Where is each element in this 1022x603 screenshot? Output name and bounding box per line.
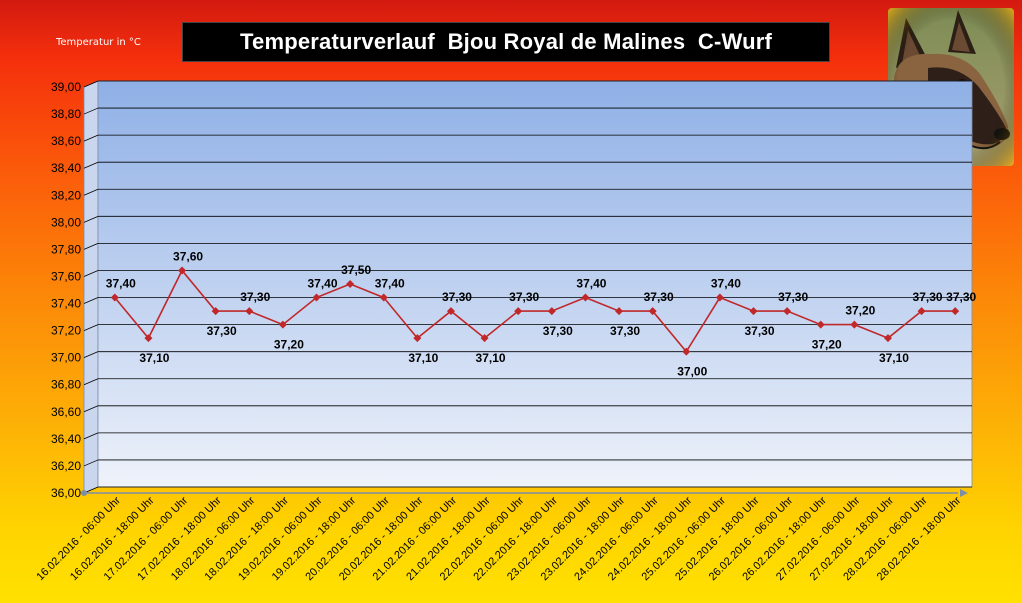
gridline-depth	[83, 134, 99, 142]
data-label: 37,40	[106, 277, 136, 291]
y-tick-label: 36,60	[51, 405, 81, 419]
data-point	[278, 320, 287, 329]
data-label: 37,40	[711, 277, 741, 291]
y-tick-label: 38,00	[51, 215, 81, 229]
y-tick-label: 38,80	[51, 107, 81, 121]
data-label: 37,30	[442, 290, 472, 304]
y-tick-label: 37,60	[51, 269, 81, 283]
data-label: 37,30	[778, 290, 808, 304]
data-point	[648, 307, 657, 316]
data-point	[446, 307, 455, 316]
data-label: 37,20	[812, 338, 842, 352]
data-point	[110, 293, 119, 302]
data-label: 37,30	[744, 324, 774, 338]
data-label: 37,30	[610, 324, 640, 338]
data-point	[514, 307, 523, 316]
gridline-depth	[83, 459, 99, 467]
gridline-depth	[83, 107, 99, 115]
gridline-depth	[83, 432, 99, 440]
gridline-depth	[83, 243, 99, 250]
chart-title: Temperaturverlauf Bjou Royal de Malines …	[240, 29, 772, 54]
plot-side-wall	[83, 80, 99, 494]
gridline-depth	[83, 324, 99, 331]
data-label: 37,10	[139, 351, 169, 365]
data-label: 37,30	[509, 290, 539, 304]
data-point	[783, 307, 792, 316]
plot-area	[83, 80, 973, 494]
y-tick-label: 37,40	[51, 297, 81, 311]
x-axis-arrow	[960, 489, 968, 497]
y-tick-label: 39,00	[51, 80, 81, 94]
y-tick-label: 38,40	[51, 161, 81, 175]
data-point	[144, 334, 153, 343]
y-axis-label: Temperatur in °C	[56, 37, 141, 48]
data-labels: 37,4037,1037,6037,3037,3037,2037,4037,50…	[106, 249, 977, 378]
series-line	[110, 266, 960, 356]
y-tick-labels: 36,00 36,20 36,40 36,60 36,80 37,00 37,20 37,40…	[51, 80, 81, 500]
gridline-depth	[83, 188, 99, 196]
y-tick-label: 37,80	[51, 242, 81, 256]
gridline-depth	[83, 297, 99, 304]
y-tick-label: 37,00	[51, 351, 81, 365]
series-path	[114, 269, 956, 354]
gridline-depth	[83, 405, 99, 413]
data-point	[917, 307, 926, 316]
data-point	[346, 280, 355, 288]
data-label: 37,30	[240, 290, 270, 304]
y-tick-label: 36,40	[51, 432, 81, 446]
data-label: 37,10	[476, 351, 506, 365]
gridline-depth	[83, 80, 99, 88]
data-label: 37,30	[644, 290, 674, 304]
y-tick-label: 37,20	[51, 324, 81, 338]
data-point	[480, 334, 489, 343]
data-point	[178, 266, 187, 275]
data-point	[413, 334, 422, 343]
gridline-depth	[83, 270, 99, 277]
y-tick-label: 38,60	[51, 134, 81, 148]
plot-back-wall	[97, 80, 973, 488]
data-label: 37,50	[341, 263, 371, 277]
y-tick-label: 38,20	[51, 188, 81, 202]
data-label: 37,30	[207, 324, 237, 338]
data-label: 37,40	[307, 277, 337, 291]
axes	[81, 489, 968, 497]
data-point	[379, 293, 388, 302]
data-point	[245, 307, 254, 316]
gridline-depth	[83, 161, 99, 169]
data-label: 37,30	[913, 290, 943, 304]
data-label: 37,30	[543, 324, 573, 338]
data-label: 37,10	[879, 351, 909, 365]
data-label: 37,30	[946, 290, 976, 304]
data-label: 37,20	[274, 338, 304, 352]
axis-origin	[81, 490, 87, 496]
data-point	[581, 293, 590, 302]
gridlines	[83, 80, 972, 494]
gridline-depth	[83, 215, 99, 223]
data-label: 37,00	[677, 365, 707, 379]
y-tick-label: 36,80	[51, 378, 81, 392]
data-label: 37,10	[408, 351, 438, 365]
data-point	[615, 307, 624, 316]
y-tick-label: 36,00	[51, 486, 81, 500]
chart-title-box: Temperaturverlauf Bjou Royal de Malines …	[182, 22, 830, 62]
data-point	[211, 307, 220, 316]
data-point	[547, 307, 556, 316]
data-point	[951, 307, 960, 316]
data-point	[850, 320, 859, 329]
data-point	[682, 347, 691, 356]
data-label: 37,40	[576, 277, 606, 291]
data-point	[312, 293, 321, 302]
data-point	[715, 293, 724, 302]
data-point	[749, 307, 758, 316]
data-label: 37,60	[173, 249, 203, 263]
data-label: 37,40	[375, 277, 405, 291]
data-point	[816, 320, 825, 329]
data-point	[883, 334, 892, 343]
y-tick-label: 36,20	[51, 459, 81, 473]
gridline-depth	[83, 378, 99, 386]
gridline-depth	[83, 351, 99, 359]
data-label: 37,20	[845, 304, 875, 318]
